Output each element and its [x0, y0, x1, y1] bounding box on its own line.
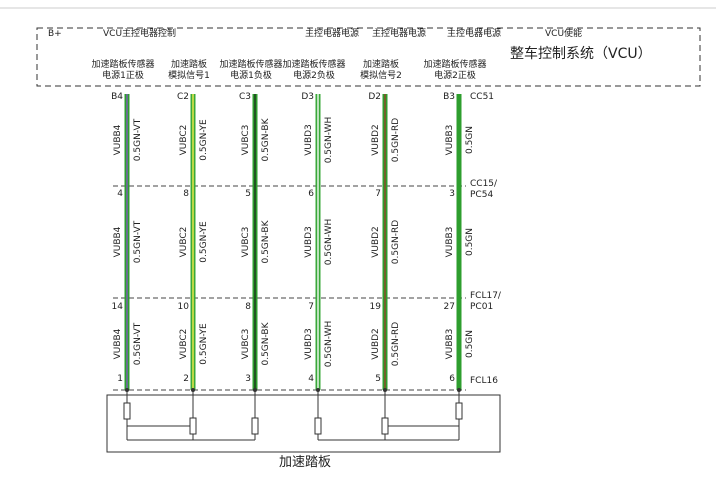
- connector-label: FCL16: [470, 376, 498, 386]
- wire-name: VUBD2: [371, 328, 381, 360]
- wire-name: VUBB3: [445, 125, 455, 156]
- pin-label: 3: [245, 374, 251, 384]
- wire-spec: 0.5GN-WH: [324, 219, 334, 266]
- top-label: 主控电器电源: [447, 27, 501, 39]
- pedal-box: [106, 394, 501, 453]
- wire-name: VUBD3: [304, 124, 314, 156]
- pin-label: 5: [245, 189, 251, 199]
- function-label: 加速踏板: [171, 58, 207, 70]
- top-label: VCU使能: [545, 27, 582, 39]
- pin-label: 19: [370, 302, 382, 312]
- wire-spec: 0.5GN-YE: [199, 119, 209, 161]
- wire-spec: 0.5GN-RD: [391, 322, 401, 367]
- wire-name: VUBB4: [113, 226, 123, 257]
- wire-spec: 0.5GN-YE: [199, 221, 209, 263]
- function-label: 电源2负极: [293, 69, 335, 81]
- wire-name: VUBB3: [445, 329, 455, 360]
- connector-label: FCL17/: [470, 291, 502, 301]
- wire-spec: 0.5GN: [465, 126, 475, 154]
- wire-name: VUBC2: [179, 329, 189, 360]
- function-label: 加速踏板: [363, 58, 399, 70]
- resistor: [189, 417, 197, 435]
- pin-label: 6: [449, 374, 455, 384]
- pin-label: B4: [111, 92, 123, 102]
- pin-label: 8: [245, 302, 251, 312]
- top-label: B+: [48, 29, 62, 39]
- wire-spec: 0.5GN-WH: [324, 117, 334, 164]
- wire-name: VUBD3: [304, 328, 314, 360]
- pin-label: 8: [183, 189, 189, 199]
- pin-label: 3: [449, 189, 455, 199]
- resistor: [123, 402, 131, 420]
- function-label: 加速踏板传感器: [219, 58, 282, 70]
- pin-label: 6: [308, 189, 314, 199]
- function-label: 模拟信号1: [168, 69, 210, 81]
- pin-label: 7: [375, 189, 381, 199]
- wire-spec: 0.5GN-BK: [261, 321, 271, 365]
- pin-label: B3: [443, 92, 455, 102]
- connector-label: PC54: [470, 190, 493, 200]
- wire-spec: 0.5GN: [465, 228, 475, 256]
- wire-spec: 0.5GN-WH: [324, 321, 334, 368]
- pin-label: D2: [368, 92, 381, 102]
- device-label: 加速踏板: [279, 455, 331, 470]
- resistor: [455, 402, 463, 420]
- wire-spec: 0.5GN-YE: [199, 323, 209, 365]
- function-label: 电源2正极: [434, 69, 476, 81]
- vcu-box: [36, 27, 701, 87]
- top-label: VCU主控电器控制: [103, 27, 176, 39]
- pin-label: C2: [177, 92, 189, 102]
- vcu-title: 整车控制系统（VCU）: [510, 45, 652, 62]
- wire-name: VUBC3: [241, 329, 251, 360]
- top-label: 主控电器电源: [372, 27, 426, 39]
- wire-name: VUBB4: [113, 124, 123, 155]
- connector-label: CC51: [470, 92, 494, 102]
- wire-spec: 0.5GN-BK: [261, 219, 271, 263]
- function-label: 加速踏板传感器: [423, 58, 486, 70]
- function-label: 模拟信号2: [360, 69, 402, 81]
- wire-name: VUBC3: [241, 227, 251, 258]
- connector-label: PC01: [470, 302, 493, 312]
- pin-label: 27: [444, 302, 455, 312]
- pin-label: 7: [308, 302, 314, 312]
- function-label: 电源1负极: [230, 69, 272, 81]
- wire-spec: 0.5GN: [465, 330, 475, 358]
- top-label: 主控电器电源: [305, 27, 359, 39]
- resistor: [251, 417, 259, 435]
- wire-spec: 0.5GN-VT: [133, 220, 143, 263]
- wire-name: VUBB4: [113, 328, 123, 359]
- function-label: 电源1正极: [102, 69, 144, 81]
- wire-name: VUBC3: [241, 125, 251, 156]
- wire-spec: 0.5GN-BK: [261, 117, 271, 161]
- pin-label: 4: [117, 189, 123, 199]
- wire-name: VUBB3: [445, 227, 455, 258]
- connector-label: CC15/: [470, 179, 498, 189]
- wire-name: VUBC2: [179, 125, 189, 156]
- wire-spec: 0.5GN-VT: [133, 322, 143, 365]
- pin-label: 10: [178, 302, 190, 312]
- pin-label: C3: [239, 92, 251, 102]
- wire-spec: 0.5GN-VT: [133, 118, 143, 161]
- resistor: [314, 417, 322, 435]
- wire-name: VUBD2: [371, 124, 381, 156]
- function-label: 加速踏板传感器: [282, 58, 345, 70]
- wire-spec: 0.5GN-RD: [391, 220, 401, 265]
- pin-label: 14: [112, 302, 124, 312]
- pin-label: 4: [308, 374, 314, 384]
- wire-name: VUBC2: [179, 227, 189, 258]
- wire-spec: 0.5GN-RD: [391, 118, 401, 163]
- wire-name: VUBD3: [304, 226, 314, 258]
- wire-name: VUBD2: [371, 226, 381, 258]
- resistor: [381, 417, 389, 435]
- pin-label: 5: [375, 374, 381, 384]
- pin-label: 2: [183, 374, 189, 384]
- pin-label: 1: [117, 374, 123, 384]
- function-label: 加速踏板传感器: [91, 58, 154, 70]
- pin-label: D3: [301, 92, 314, 102]
